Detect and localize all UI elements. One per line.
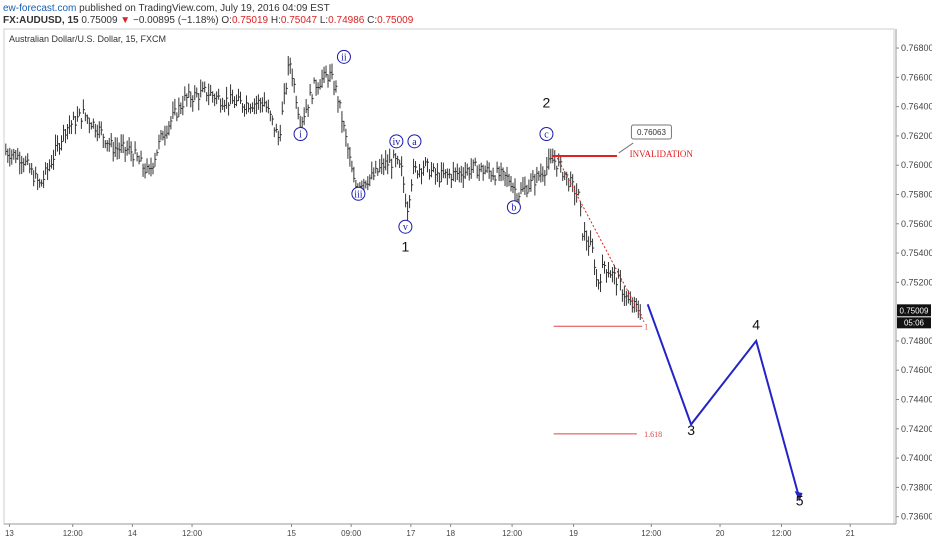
quote-line: FX:AUDUSD, 15 0.75009 ▼ −0.00895 (−1.18%… — [3, 15, 413, 26]
wave-circle-iii — [351, 186, 366, 201]
site-link[interactable]: ew-forecast.com — [3, 3, 77, 14]
wave-label-b: b — [511, 203, 516, 214]
wave-circle-ii — [336, 49, 351, 64]
price-tick-label: 0.75600 — [901, 219, 932, 229]
close-label: C: — [367, 15, 378, 26]
chart-header: ew-forecast.com published on TradingView… — [0, 0, 932, 26]
callout-pointer — [618, 142, 634, 154]
price-tick-label: 0.74000 — [901, 453, 932, 463]
current-price-tag — [897, 304, 931, 317]
close-value: 0.75009 — [377, 15, 414, 26]
price-chart[interactable]: Australian Dollar/U.S. Dollar, 15, FXCM … — [0, 26, 932, 550]
time-tick-label: 13 — [5, 529, 14, 538]
time-tick-label: 12:00 — [502, 529, 523, 538]
price-tick-label: 0.74800 — [901, 336, 932, 346]
time-tick-label: 12:00 — [771, 529, 792, 538]
current-price-label: 0.75009 — [900, 306, 929, 315]
price-tick-label: 0.75400 — [901, 248, 932, 258]
invalidation-label: INVALIDATION — [630, 149, 694, 159]
fib-1-label: 1 — [644, 322, 648, 331]
published-text: published on TradingView.com, July 19, 2… — [79, 3, 330, 14]
callout-box — [630, 124, 672, 140]
wave-circle-v — [398, 219, 413, 234]
wave-label-ii: ii — [341, 52, 347, 63]
time-tick-label: 20 — [716, 529, 725, 538]
time-tick-label: 15 — [287, 529, 296, 538]
countdown-label: 05:06 — [904, 318, 925, 327]
wave-circle-i — [293, 127, 308, 142]
time-tick-label: 21 — [846, 529, 855, 538]
wave-label-iii: iii — [354, 189, 363, 200]
time-tick-label: 09:00 — [341, 529, 362, 538]
chart-title: Australian Dollar/U.S. Dollar, 15, FXCM — [9, 34, 166, 44]
last-price: 0.75009 — [81, 15, 118, 26]
time-tick-label: 17 — [406, 529, 415, 538]
wave-label-v: v — [403, 222, 408, 233]
publish-line: ew-forecast.com published on TradingView… — [3, 3, 330, 15]
time-tick-label: 19 — [569, 529, 578, 538]
wave-label-i: i — [299, 130, 302, 141]
price-tags: 0.75009 05:06 — [897, 304, 931, 329]
wave-number-1: 1 — [402, 239, 410, 255]
wave-number-5: 5 — [796, 493, 804, 509]
wave-label-iv: iv — [392, 137, 400, 148]
price-tick-label: 0.76800 — [901, 43, 932, 53]
wave-circle-c — [539, 127, 554, 142]
chart-background — [0, 26, 932, 550]
high-label: H: — [270, 15, 281, 26]
price-tick-label: 0.74400 — [901, 395, 932, 405]
wave-label-c: c — [544, 130, 549, 141]
wave-circle-b — [506, 200, 521, 215]
low-value: 0.74986 — [328, 15, 365, 26]
elliott-annotations: INVALIDATION0.7606311.618iiiiiiivvabc123… — [293, 49, 804, 509]
price-tick-label: 0.76400 — [901, 102, 932, 112]
price-bars — [5, 55, 642, 320]
wave-circle-a — [407, 134, 422, 149]
price-tick-label: 0.73800 — [901, 482, 932, 492]
price-tick-label: 0.74600 — [901, 365, 932, 375]
price-tick-label: 0.75800 — [901, 189, 932, 199]
wave-number-2: 2 — [543, 94, 551, 110]
projection-path — [646, 303, 801, 500]
wave-label-a: a — [412, 137, 417, 148]
trend-line — [556, 157, 645, 323]
price-tick-label: 0.73600 — [901, 512, 932, 522]
symbol-label: FX:AUDUSD, 15 — [3, 15, 79, 26]
price-tick-label: 0.75200 — [901, 277, 932, 287]
price-tick-label: 0.76200 — [901, 131, 932, 141]
price-tick-label: 0.74200 — [901, 424, 932, 434]
open-value: 0.75019 — [231, 15, 269, 26]
change-value: −0.00895 (−1.18%) — [132, 15, 219, 26]
down-arrow-icon: ▼ — [120, 15, 131, 26]
price-axis: 0.76800 0.76600 0.76400 0.76200 0.76000 0.758… — [896, 43, 932, 522]
low-label: L: — [319, 15, 329, 26]
open-label: O: — [221, 15, 232, 26]
wave-number-4: 4 — [752, 317, 760, 333]
time-axis: 13 12:00 14 12:00 15 09:00 17 18 12:00 19 12:00 20 1… — [5, 524, 855, 538]
countdown-tag — [897, 317, 931, 329]
price-tick-label: 0.76000 — [901, 160, 932, 170]
wave-circle-iv — [389, 134, 404, 149]
invalidation-price: 0.76063 — [637, 128, 666, 137]
wave-number-3: 3 — [687, 422, 695, 438]
time-tick-label: 12:00 — [182, 529, 203, 538]
time-tick-label: 12:00 — [63, 529, 84, 538]
time-tick-label: 14 — [128, 529, 137, 538]
high-value: 0.75047 — [280, 15, 318, 26]
time-tick-label: 12:00 — [641, 529, 662, 538]
fib-1618-label: 1.618 — [644, 430, 662, 439]
time-tick-label: 18 — [446, 529, 455, 538]
price-tick-label: 0.76600 — [901, 72, 932, 82]
arrow-head-icon — [794, 491, 803, 502]
